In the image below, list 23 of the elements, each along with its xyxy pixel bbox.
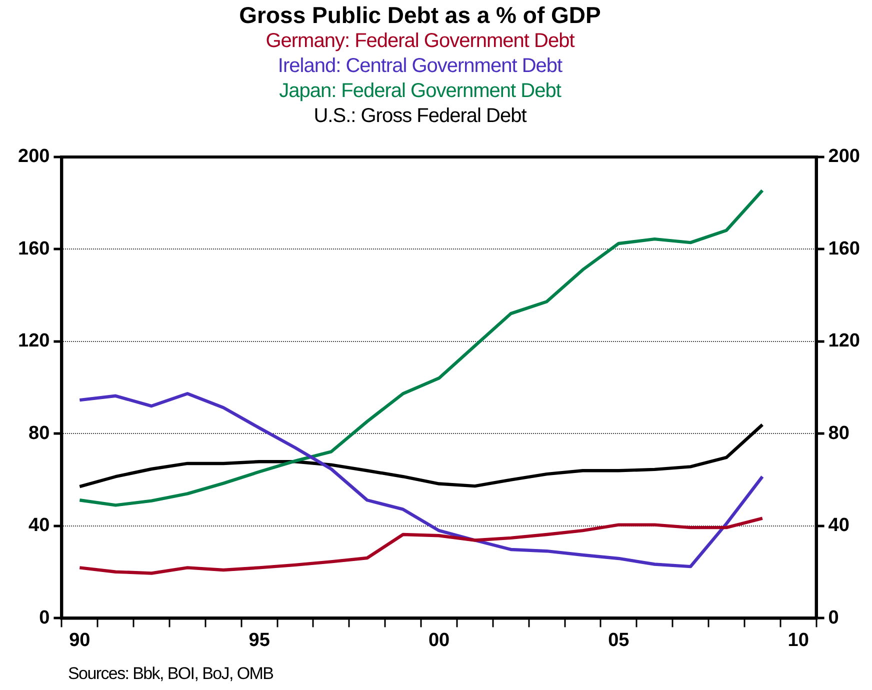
text: Ireland: Central Government Debt	[276, 54, 564, 79]
x-tick-label: 05	[608, 630, 630, 651]
source-note: Sources: Bbk, BOI, BoJ, OMB	[68, 664, 274, 684]
text: U.S.: Gross Federal Debt	[312, 104, 528, 129]
x-tick-label: 10	[788, 630, 809, 651]
y2-tick-label: 200	[828, 146, 860, 168]
text: Japan: Federal Government Debt	[278, 79, 562, 104]
x-tick-label: 90	[69, 630, 90, 651]
y2-tick-label: 40	[828, 515, 850, 536]
y2-tick-label: 0	[828, 607, 839, 628]
y-tick-label: 160	[18, 238, 50, 260]
y-tick-label: 120	[18, 330, 50, 352]
text: Germany: Federal Government Debt	[264, 29, 576, 54]
y2-tick-label: 80	[828, 422, 850, 444]
y-tick-label: 40	[28, 515, 50, 536]
x-tick-label: 00	[428, 630, 450, 651]
y-tick-label: 0	[39, 607, 50, 628]
y-tick-label: 80	[28, 422, 50, 444]
y2-tick-label: 120	[828, 330, 860, 352]
x-tick-label: 95	[248, 630, 270, 651]
y2-tick-label: 160	[828, 238, 860, 260]
y-tick-label: 200	[18, 146, 50, 168]
chart-title: Gross Public Debt as a % of GDP	[238, 2, 602, 29]
